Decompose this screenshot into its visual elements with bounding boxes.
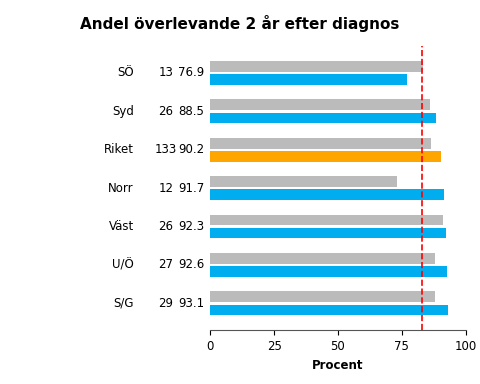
Text: Andel överlevande 2 år efter diagnos: Andel överlevande 2 år efter diagnos [80,15,400,32]
Text: 91.7: 91.7 [178,182,204,195]
Bar [210,291,435,302]
Bar [210,215,443,225]
Text: 90.2: 90.2 [178,143,204,156]
Bar [210,113,436,123]
Text: Väst: Väst [109,220,134,233]
Text: 12: 12 [158,182,174,195]
Text: Riket: Riket [104,143,134,156]
Text: 76.9: 76.9 [178,66,204,79]
Text: 92.6: 92.6 [178,258,204,271]
X-axis label: Procent: Procent [312,359,364,371]
Bar [210,61,423,72]
Bar [210,176,396,187]
Text: 92.3: 92.3 [178,220,204,233]
Text: 13: 13 [159,66,174,79]
Text: Syd: Syd [112,105,134,118]
Bar [210,305,448,315]
Text: 27: 27 [158,258,174,271]
Text: SÖ: SÖ [118,66,134,79]
Bar [210,253,435,264]
Bar [210,99,430,110]
Bar [210,189,444,200]
Text: 88.5: 88.5 [179,105,204,118]
Text: S/G: S/G [113,297,134,310]
Bar [210,138,431,149]
Text: 133: 133 [155,143,177,156]
Text: 93.1: 93.1 [178,297,204,310]
Text: U/Ö: U/Ö [112,258,134,271]
Bar [210,266,447,277]
Text: 29: 29 [158,297,174,310]
Text: 26: 26 [158,105,174,118]
Text: Norr: Norr [108,182,134,195]
Bar [210,151,441,162]
Bar [210,228,446,238]
Text: 26: 26 [158,220,174,233]
Bar [210,74,407,85]
